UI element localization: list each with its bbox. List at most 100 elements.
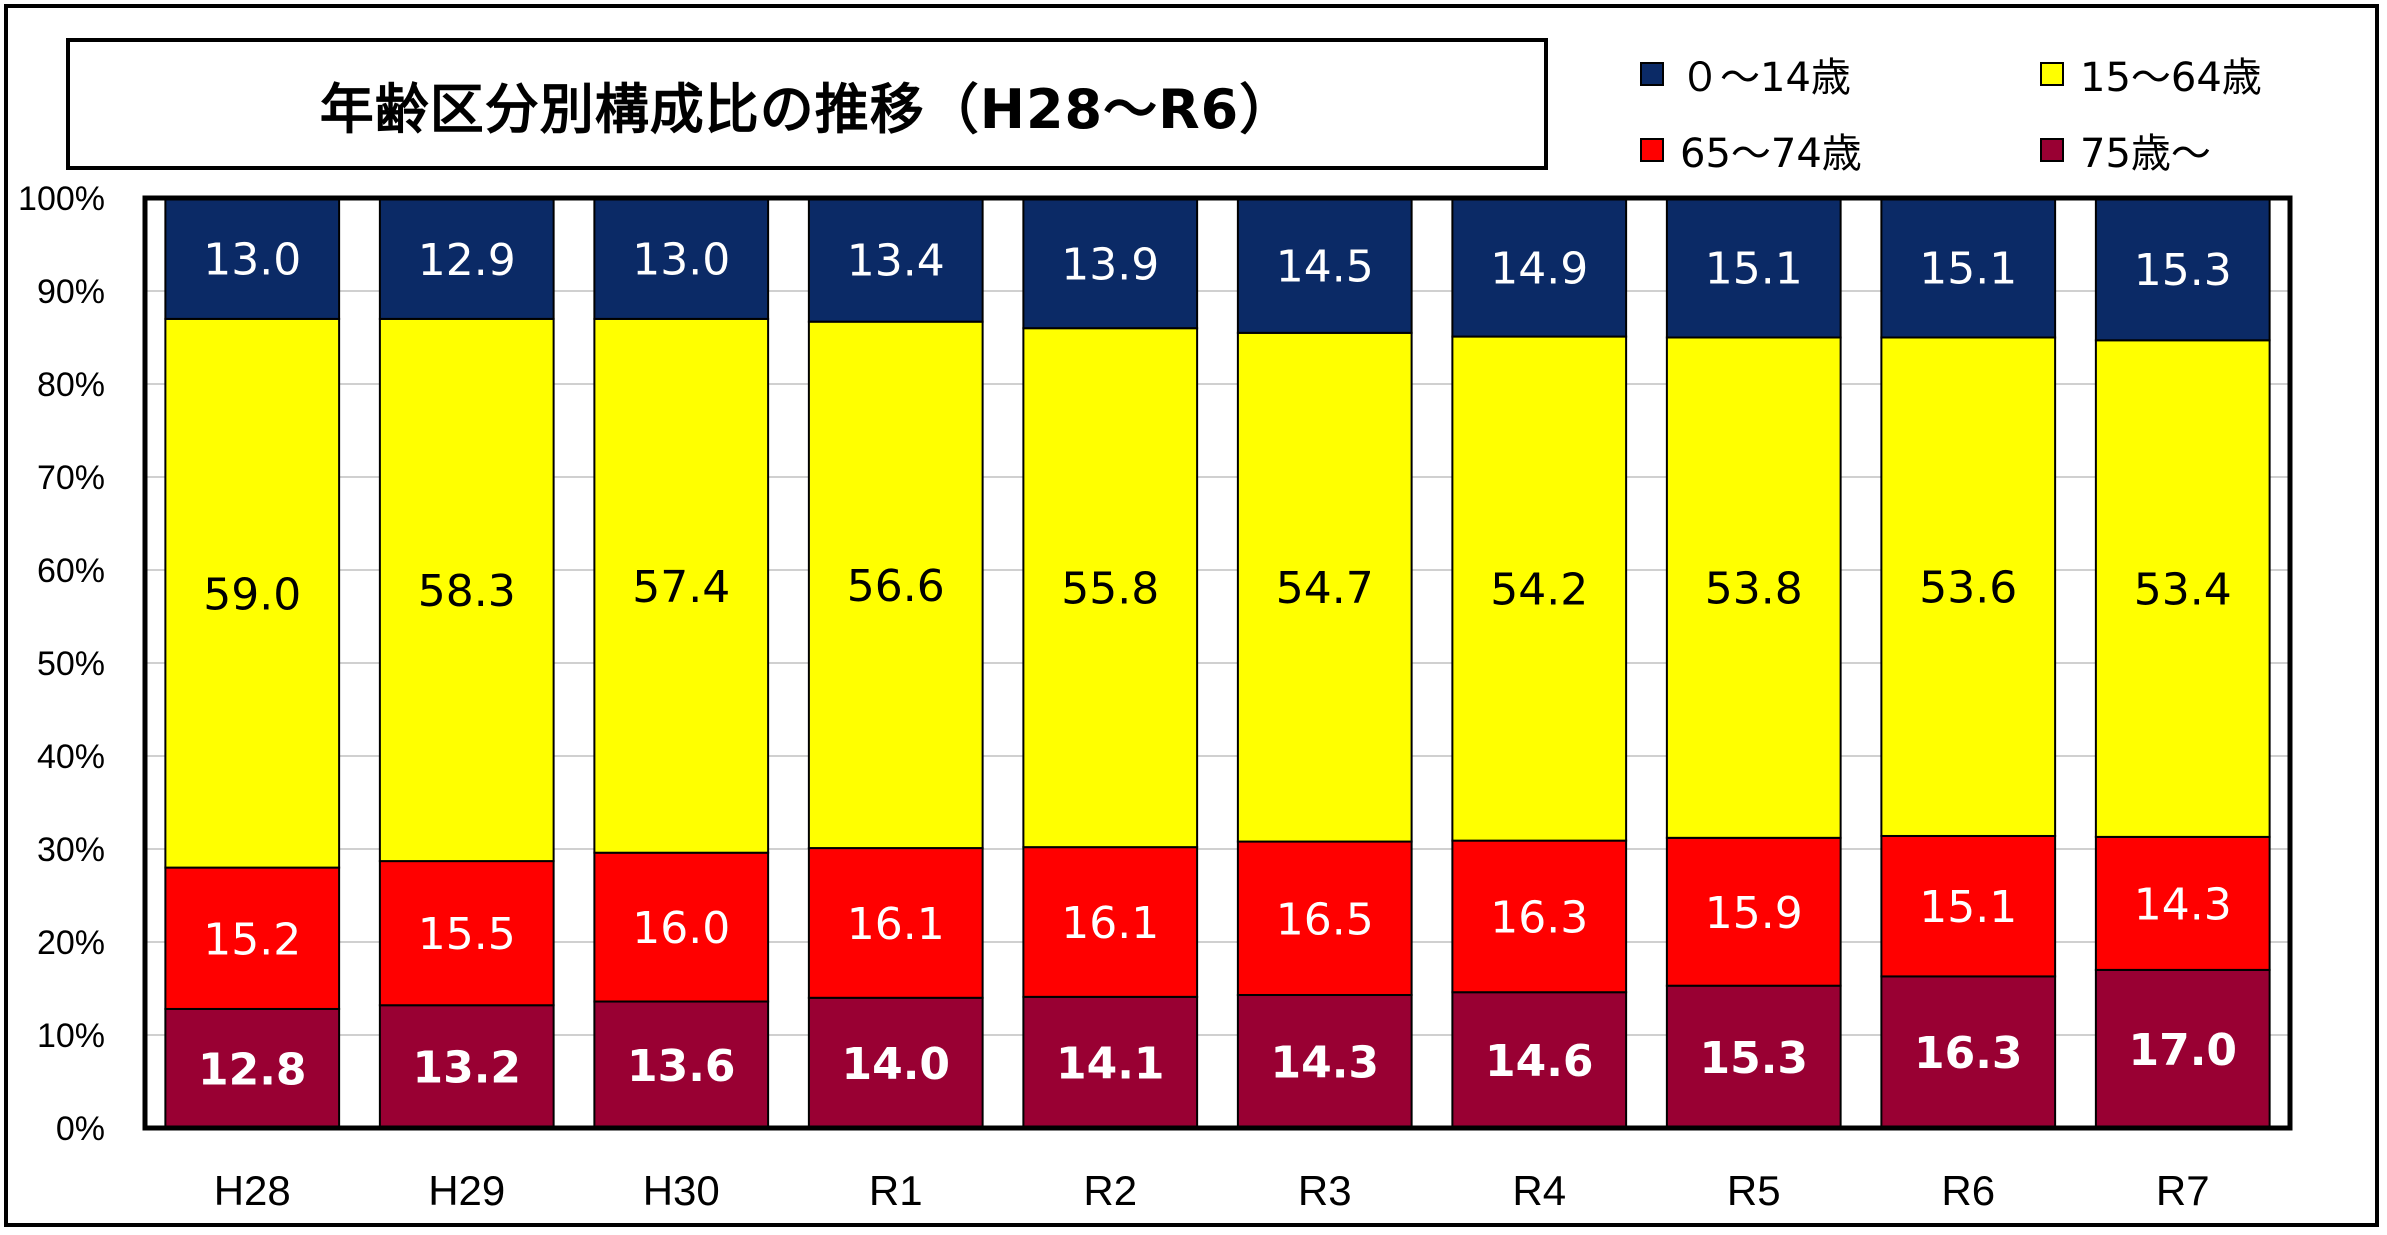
legend-label-0-14: ０～14歳 [1680,55,1851,101]
y-tick-label: 0% [56,1110,105,1148]
bar-segment [164,197,341,320]
x-tick-label: R6 [1941,1167,1995,1214]
bar-segment [1451,197,1628,338]
bar-segment [1022,197,1199,330]
bar-segment [2094,968,2271,1130]
x-tick-label: R2 [1083,1167,1137,1214]
bar-segment [1236,331,1413,843]
bar-segment [1880,834,2057,978]
data-label: 16.3 [1490,892,1588,943]
bar-segment [807,320,984,850]
bar-segment [807,847,984,999]
bar-segment [378,1004,555,1129]
data-label: 14.6 [1485,1036,1594,1087]
data-label: 53.8 [1705,564,1803,615]
data-label: 14.5 [1276,241,1374,292]
legend-swatch-0-14 [1640,62,1664,86]
y-tick-label: 60% [37,552,105,590]
y-tick-label: 90% [37,273,105,311]
data-label: 16.1 [847,899,945,950]
bar-segment [1451,839,1628,994]
bar-segment [593,1000,770,1130]
legend-swatch-75-plus [2040,138,2064,162]
data-label: 55.8 [1061,564,1159,615]
data-label: 13.4 [847,235,945,286]
legend-swatch-15-64 [2040,62,2064,86]
data-label: 16.0 [632,903,730,954]
data-label: 16.1 [1061,898,1159,949]
data-label: 14.3 [2134,879,2232,930]
x-tick-label: H29 [428,1167,505,1214]
data-label: 15.3 [1699,1033,1808,1084]
data-label: 13.2 [412,1043,521,1094]
data-label: 15.1 [1919,243,2017,294]
data-label: 12.8 [198,1044,307,1095]
legend-item-65-74: 65～74歳 [1640,120,1862,180]
plot-area-border [142,195,2293,1131]
data-label: 56.6 [847,561,945,612]
data-label: 14.9 [1490,243,1588,294]
data-label: 15.3 [2134,245,2232,296]
data-label: 13.6 [627,1041,736,1092]
data-label: 53.4 [2134,565,2232,616]
legend-item-75-plus: 75歳～ [2040,120,2211,180]
bar-segment [807,996,984,1129]
y-tick-label: 80% [37,366,105,404]
data-label: 53.6 [1919,563,2017,614]
bar-segment [1665,196,1842,339]
x-tick-label: R7 [2156,1167,2210,1214]
x-tick-label: R1 [869,1167,923,1214]
bar-segment [593,197,770,320]
y-tick-label: 30% [37,831,105,869]
data-label: 54.7 [1276,563,1374,614]
bar-segment [1022,995,1199,1129]
chart-title-box: 年齢区分別構成比の推移（H28～R6） [66,38,1548,170]
bar-segment [378,197,555,320]
data-label: 15.9 [1705,888,1803,939]
bar-segment [378,317,555,863]
bar-segment [593,317,770,854]
bar-segment [1880,975,2057,1129]
legend-item-15-64: 15～64歳 [2040,44,2262,104]
x-tick-label: H28 [214,1167,291,1214]
bar-segment [1022,846,1199,998]
data-label: 57.4 [632,562,730,613]
data-label: 12.9 [418,235,516,286]
x-tick-label: H30 [643,1167,720,1214]
legend-label-65-74: 65～74歳 [1680,131,1862,177]
legend-label-15-64: 15～64歳 [2080,55,2262,101]
y-tick-label: 10% [37,1017,105,1055]
legend-swatch-65-74 [1640,138,1664,162]
data-label: 58.3 [418,566,516,617]
bar-segment [2094,197,2271,342]
y-tick-label: 20% [37,924,105,962]
bar-segment [1665,836,1842,987]
data-label: 13.9 [1061,240,1159,291]
data-label: 59.0 [203,569,301,620]
data-label: 16.3 [1914,1028,2023,1079]
bar-segment [378,860,555,1007]
y-tick-label: 70% [37,459,105,497]
data-label: 15.1 [1919,882,2017,933]
y-tick-label: 50% [37,645,105,683]
legend-item-0-14: ０～14歳 [1640,44,1851,104]
data-label: 13.0 [632,234,730,285]
data-label: 15.2 [203,914,301,965]
bar-segment [2094,835,2271,971]
y-tick-label: 40% [37,738,105,776]
data-label: 14.3 [1270,1038,1379,1089]
bar-segment [1236,840,1413,997]
bar-segment [164,317,341,869]
data-label: 13.0 [203,234,301,285]
x-tick-label: R5 [1727,1167,1781,1214]
data-label: 17.0 [2128,1025,2237,1076]
data-label: 16.5 [1276,894,1374,945]
bar-segment [1236,197,1413,334]
chart-title: 年齢区分別構成比の推移（H28～R6） [319,77,1295,141]
y-tick-label: 100% [18,180,105,218]
bar-segment [1236,994,1413,1130]
bar-segment [1880,336,2057,837]
x-tick-label: R4 [1512,1167,1566,1214]
bar-segment [807,196,984,323]
